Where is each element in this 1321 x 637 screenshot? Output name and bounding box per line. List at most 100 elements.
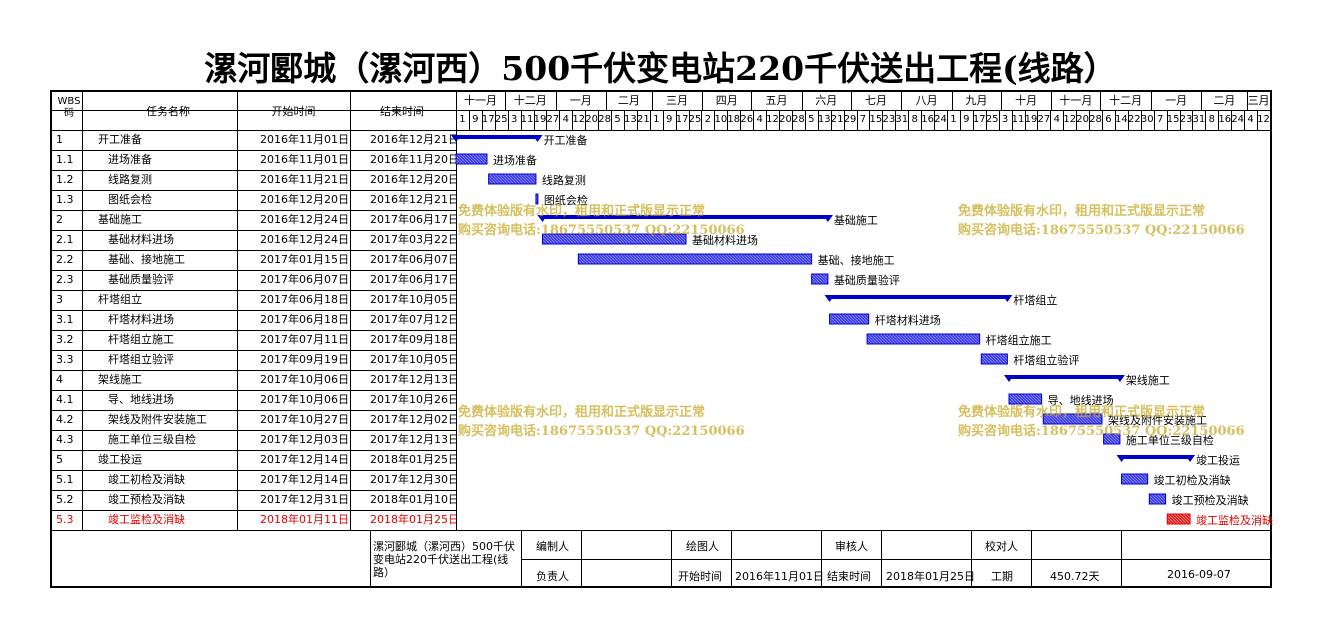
day-divider bbox=[1102, 110, 1103, 130]
wbs-cell: 3 bbox=[56, 293, 63, 306]
task-name-cell: 杆塔材料进场 bbox=[108, 313, 174, 326]
summary-end-marker bbox=[1002, 295, 1013, 302]
day-tick-label: 9 bbox=[472, 114, 479, 125]
wbs-cell: 3.1 bbox=[56, 313, 74, 326]
month-divider bbox=[751, 92, 752, 110]
month-label: 二月 bbox=[1213, 94, 1236, 107]
day-tick-label: 13 bbox=[624, 114, 637, 125]
task-bar-label: 杆塔组立施工 bbox=[986, 333, 1052, 347]
footer-column-line bbox=[581, 530, 582, 587]
summary-bar bbox=[1121, 455, 1191, 459]
month-divider bbox=[505, 92, 506, 110]
wbs-cell: 5.2 bbox=[56, 493, 74, 506]
task-bar bbox=[488, 173, 537, 185]
day-tick-label: 6 bbox=[1105, 114, 1112, 125]
row-line bbox=[51, 210, 456, 211]
start-cell: 2017年01月15日 bbox=[260, 253, 349, 266]
column-line bbox=[350, 92, 351, 530]
start-cell: 2018年01月11日 bbox=[260, 513, 349, 526]
day-divider bbox=[1037, 110, 1038, 130]
footer-mid-line bbox=[521, 559, 1271, 560]
day-tick-label: 16 bbox=[1218, 114, 1232, 125]
day-divider bbox=[1205, 110, 1206, 130]
end-cell: 2018年01月10日 bbox=[370, 493, 456, 506]
day-divider bbox=[1192, 110, 1193, 130]
month-label: 一月 bbox=[1165, 94, 1188, 107]
task-bar-label: 杆塔组立 bbox=[1013, 293, 1057, 307]
row-line bbox=[51, 510, 456, 511]
column-line bbox=[456, 92, 457, 530]
row-line bbox=[51, 490, 456, 491]
row-line bbox=[51, 430, 456, 431]
day-tick-label: 11 bbox=[1011, 114, 1025, 125]
wbs-cell: 1.1 bbox=[56, 153, 74, 166]
task-bar-label: 杆塔组立验评 bbox=[1013, 353, 1079, 367]
month-label: 一月 bbox=[569, 94, 592, 107]
start-cell: 2017年06月18日 bbox=[260, 293, 349, 306]
task-name-cell: 进场准备 bbox=[108, 153, 152, 166]
day-tick-label: 27 bbox=[546, 114, 560, 125]
day-divider bbox=[676, 110, 677, 130]
task-name-cell: 竣工预检及消缺 bbox=[108, 493, 185, 506]
day-divider bbox=[508, 110, 509, 130]
row-line bbox=[51, 330, 456, 331]
day-divider bbox=[818, 110, 819, 130]
summary-bar bbox=[542, 215, 828, 219]
day-tick-label: 7 bbox=[859, 114, 867, 125]
day-divider bbox=[908, 110, 909, 130]
summary-end-marker bbox=[1185, 455, 1196, 462]
row-line bbox=[51, 310, 456, 311]
day-divider bbox=[650, 110, 651, 130]
month-divider bbox=[1051, 92, 1052, 110]
row-line bbox=[51, 470, 456, 471]
wbs-cell: 3.3 bbox=[56, 353, 74, 366]
row-line bbox=[51, 410, 456, 411]
month-divider bbox=[702, 92, 703, 110]
end-cell: 2017年12月13日 bbox=[370, 373, 456, 386]
end-cell: 2018年01月25日 bbox=[370, 513, 456, 526]
footer-column-line bbox=[821, 530, 822, 587]
day-tick-label: 26 bbox=[740, 114, 754, 125]
day-divider bbox=[482, 110, 483, 130]
month-divider bbox=[456, 92, 457, 110]
day-divider bbox=[960, 110, 961, 130]
end-cell: 2018年01月25日 bbox=[370, 453, 456, 466]
day-divider bbox=[844, 110, 845, 130]
wbs-cell: 2.1 bbox=[56, 233, 74, 246]
start-cell: 2017年06月07日 bbox=[260, 273, 349, 286]
day-tick-label: 2 bbox=[704, 114, 712, 125]
day-divider bbox=[572, 110, 573, 130]
day-divider bbox=[598, 110, 599, 130]
summary-end-marker bbox=[532, 135, 543, 142]
day-tick-label: 12 bbox=[1063, 114, 1077, 125]
column-line bbox=[237, 92, 238, 530]
month-label: 三月 bbox=[1247, 94, 1270, 107]
task-bar bbox=[1008, 393, 1043, 405]
end-cell: 2017年10月26日 bbox=[370, 393, 456, 406]
footer-column-line bbox=[370, 530, 371, 587]
wbs-cell: 5 bbox=[56, 453, 63, 466]
footer-end-value: 2018年01月25日 bbox=[886, 570, 975, 583]
footer-column-line bbox=[1121, 530, 1122, 587]
row-line bbox=[51, 350, 456, 351]
footer-start-value: 2016年11月01日 bbox=[735, 570, 824, 583]
task-bar-label: 杆塔材料进场 bbox=[875, 313, 941, 327]
day-divider bbox=[986, 110, 987, 130]
month-label: 六月 bbox=[815, 94, 838, 107]
day-divider bbox=[1063, 110, 1064, 130]
day-divider bbox=[1167, 110, 1168, 130]
footer-column-line bbox=[881, 530, 882, 587]
day-tick-label: 25 bbox=[688, 114, 702, 125]
month-label: 二月 bbox=[617, 94, 640, 107]
end-cell: 2016年12月21日 bbox=[370, 133, 456, 146]
task-name-cell: 施工单位三级自检 bbox=[108, 433, 196, 446]
day-divider bbox=[1218, 110, 1219, 130]
day-tick-label: 20 bbox=[1076, 114, 1089, 125]
task-name-cell: 基础材料进场 bbox=[108, 233, 174, 246]
day-divider bbox=[585, 110, 586, 130]
month-label: 四月 bbox=[715, 94, 738, 107]
row-line bbox=[51, 270, 456, 271]
row-line bbox=[51, 190, 456, 191]
day-tick-label: 24 bbox=[1231, 114, 1245, 125]
